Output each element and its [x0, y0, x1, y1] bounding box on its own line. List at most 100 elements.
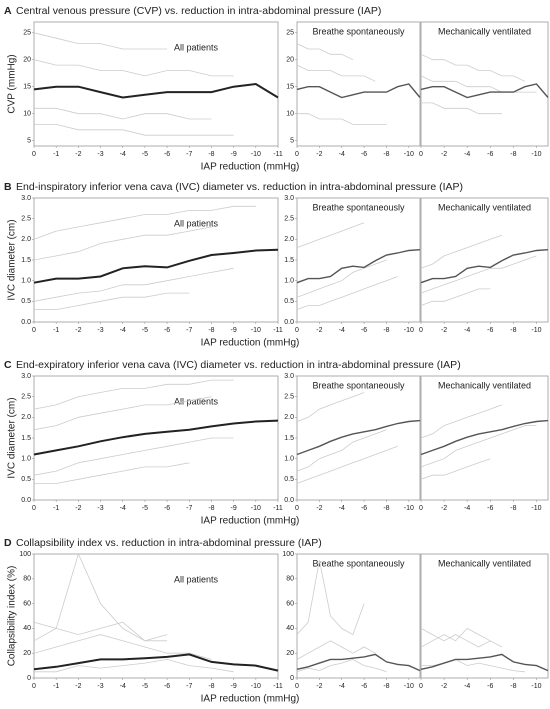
y-tick-label: 10	[286, 110, 294, 117]
y-tick-label: 3.0	[21, 195, 31, 202]
y-tick-label: 100	[19, 551, 31, 558]
plot-frame	[296, 21, 421, 147]
patient-line	[297, 113, 387, 125]
plot-frame	[420, 21, 549, 147]
patient-line	[33, 32, 168, 50]
y-tick-label: 40	[286, 625, 294, 632]
x-tick-label: -10	[251, 151, 261, 158]
x-tick-label: -4	[339, 151, 345, 158]
patient-line	[296, 222, 365, 248]
patient-line	[420, 628, 491, 648]
x-tick-label: -8	[383, 683, 389, 690]
x-tick-label: -10	[404, 151, 414, 158]
x-tick-label: -1	[53, 151, 59, 158]
x-tick-label: -2	[316, 683, 322, 690]
x-tick-label: 0	[32, 327, 36, 334]
y-tick-label: 5	[290, 137, 294, 144]
mean-line	[33, 653, 279, 672]
mean-line	[420, 419, 549, 456]
y-axis-label: IVC diameter (cm)	[7, 397, 18, 478]
x-tick-label: 0	[419, 505, 423, 512]
x-axis-label: IAP reduction (mmHg)	[201, 338, 300, 349]
patient-line	[33, 379, 234, 410]
x-tick-label: 0	[32, 151, 36, 158]
panel-annotation: Mechanically ventilated	[438, 26, 531, 36]
x-tick-label: -2	[316, 151, 322, 158]
y-tick-label: 3.0	[284, 195, 294, 202]
x-tick-label: -11	[273, 327, 283, 334]
x-tick-label: -6	[361, 327, 367, 334]
x-tick-label: -6	[487, 327, 493, 334]
x-tick-label: -6	[361, 151, 367, 158]
y-tick-label: 2.0	[21, 414, 31, 421]
patient-line	[296, 64, 376, 82]
patient-line	[420, 53, 526, 82]
plot-frame	[296, 197, 421, 323]
y-tick-label: 2.0	[21, 236, 31, 243]
x-tick-label: -4	[120, 151, 126, 158]
patient-line	[34, 124, 234, 136]
x-tick-label: -2	[441, 327, 447, 334]
x-tick-label: -6	[164, 151, 170, 158]
y-tick-label: 0.0	[21, 497, 31, 504]
y-tick-label: 100	[282, 551, 294, 558]
mean-line	[33, 248, 279, 284]
y-tick-label: 80	[23, 576, 31, 583]
x-tick-label: -10	[251, 327, 261, 334]
x-tick-label: -11	[273, 683, 283, 690]
patient-line	[296, 43, 354, 61]
x-tick-label: -8	[383, 327, 389, 334]
patient-line	[296, 276, 398, 310]
y-tick-label: 60	[23, 600, 31, 607]
x-tick-label: -6	[361, 683, 367, 690]
x-tick-label: -3	[97, 151, 103, 158]
x-tick-label: -1	[53, 683, 59, 690]
chart-title: End-inspiratory inferior vena cava (IVC)…	[16, 181, 463, 193]
x-tick-label: 0	[295, 505, 299, 512]
patient-line	[296, 392, 365, 422]
y-tick-label: 2.0	[284, 414, 294, 421]
plot-frame	[33, 21, 279, 147]
panel-annotation: All patients	[174, 218, 219, 228]
y-tick-label: 20	[23, 57, 31, 64]
patient-line	[296, 259, 387, 298]
y-tick-label: 1.5	[21, 257, 31, 264]
x-tick-label: -8	[208, 327, 214, 334]
y-tick-label: 10	[23, 110, 31, 117]
x-tick-label: -6	[164, 327, 170, 334]
x-tick-label: -7	[186, 683, 192, 690]
y-tick-label: 1.5	[284, 257, 294, 264]
panel-annotation: All patients	[174, 42, 219, 52]
y-tick-label: 0	[27, 675, 31, 682]
patient-line	[33, 59, 234, 77]
plot-frame	[420, 197, 549, 323]
patient-line	[420, 255, 537, 294]
x-tick-label: -6	[361, 505, 367, 512]
patient-line	[33, 205, 256, 240]
x-tick-label: -2	[75, 151, 81, 158]
x-tick-label: -1	[53, 505, 59, 512]
x-tick-label: -2	[316, 327, 322, 334]
x-tick-label: 0	[419, 327, 423, 334]
patient-line	[420, 404, 502, 439]
x-tick-label: -2	[75, 327, 81, 334]
x-tick-label: -10	[404, 327, 414, 334]
x-tick-label: -10	[531, 683, 541, 690]
x-tick-label: -10	[404, 683, 414, 690]
patient-line	[34, 292, 190, 310]
patient-line	[34, 658, 234, 673]
panel-annotation: Breathe spontaneously	[312, 380, 405, 390]
y-tick-label: 0.0	[284, 319, 294, 326]
x-tick-label: -8	[510, 327, 516, 334]
x-tick-label: -6	[487, 505, 493, 512]
y-tick-label: 0.5	[284, 476, 294, 483]
y-axis-label: CVP (mmHg)	[7, 54, 18, 113]
x-tick-label: 0	[419, 151, 423, 158]
patient-line	[296, 640, 376, 660]
y-tick-label: 25	[286, 30, 294, 37]
x-tick-label: 0	[32, 505, 36, 512]
x-tick-label: 0	[419, 683, 423, 690]
panel-annotation: All patients	[174, 574, 219, 584]
patient-line	[33, 634, 212, 660]
x-tick-label: -4	[464, 327, 470, 334]
